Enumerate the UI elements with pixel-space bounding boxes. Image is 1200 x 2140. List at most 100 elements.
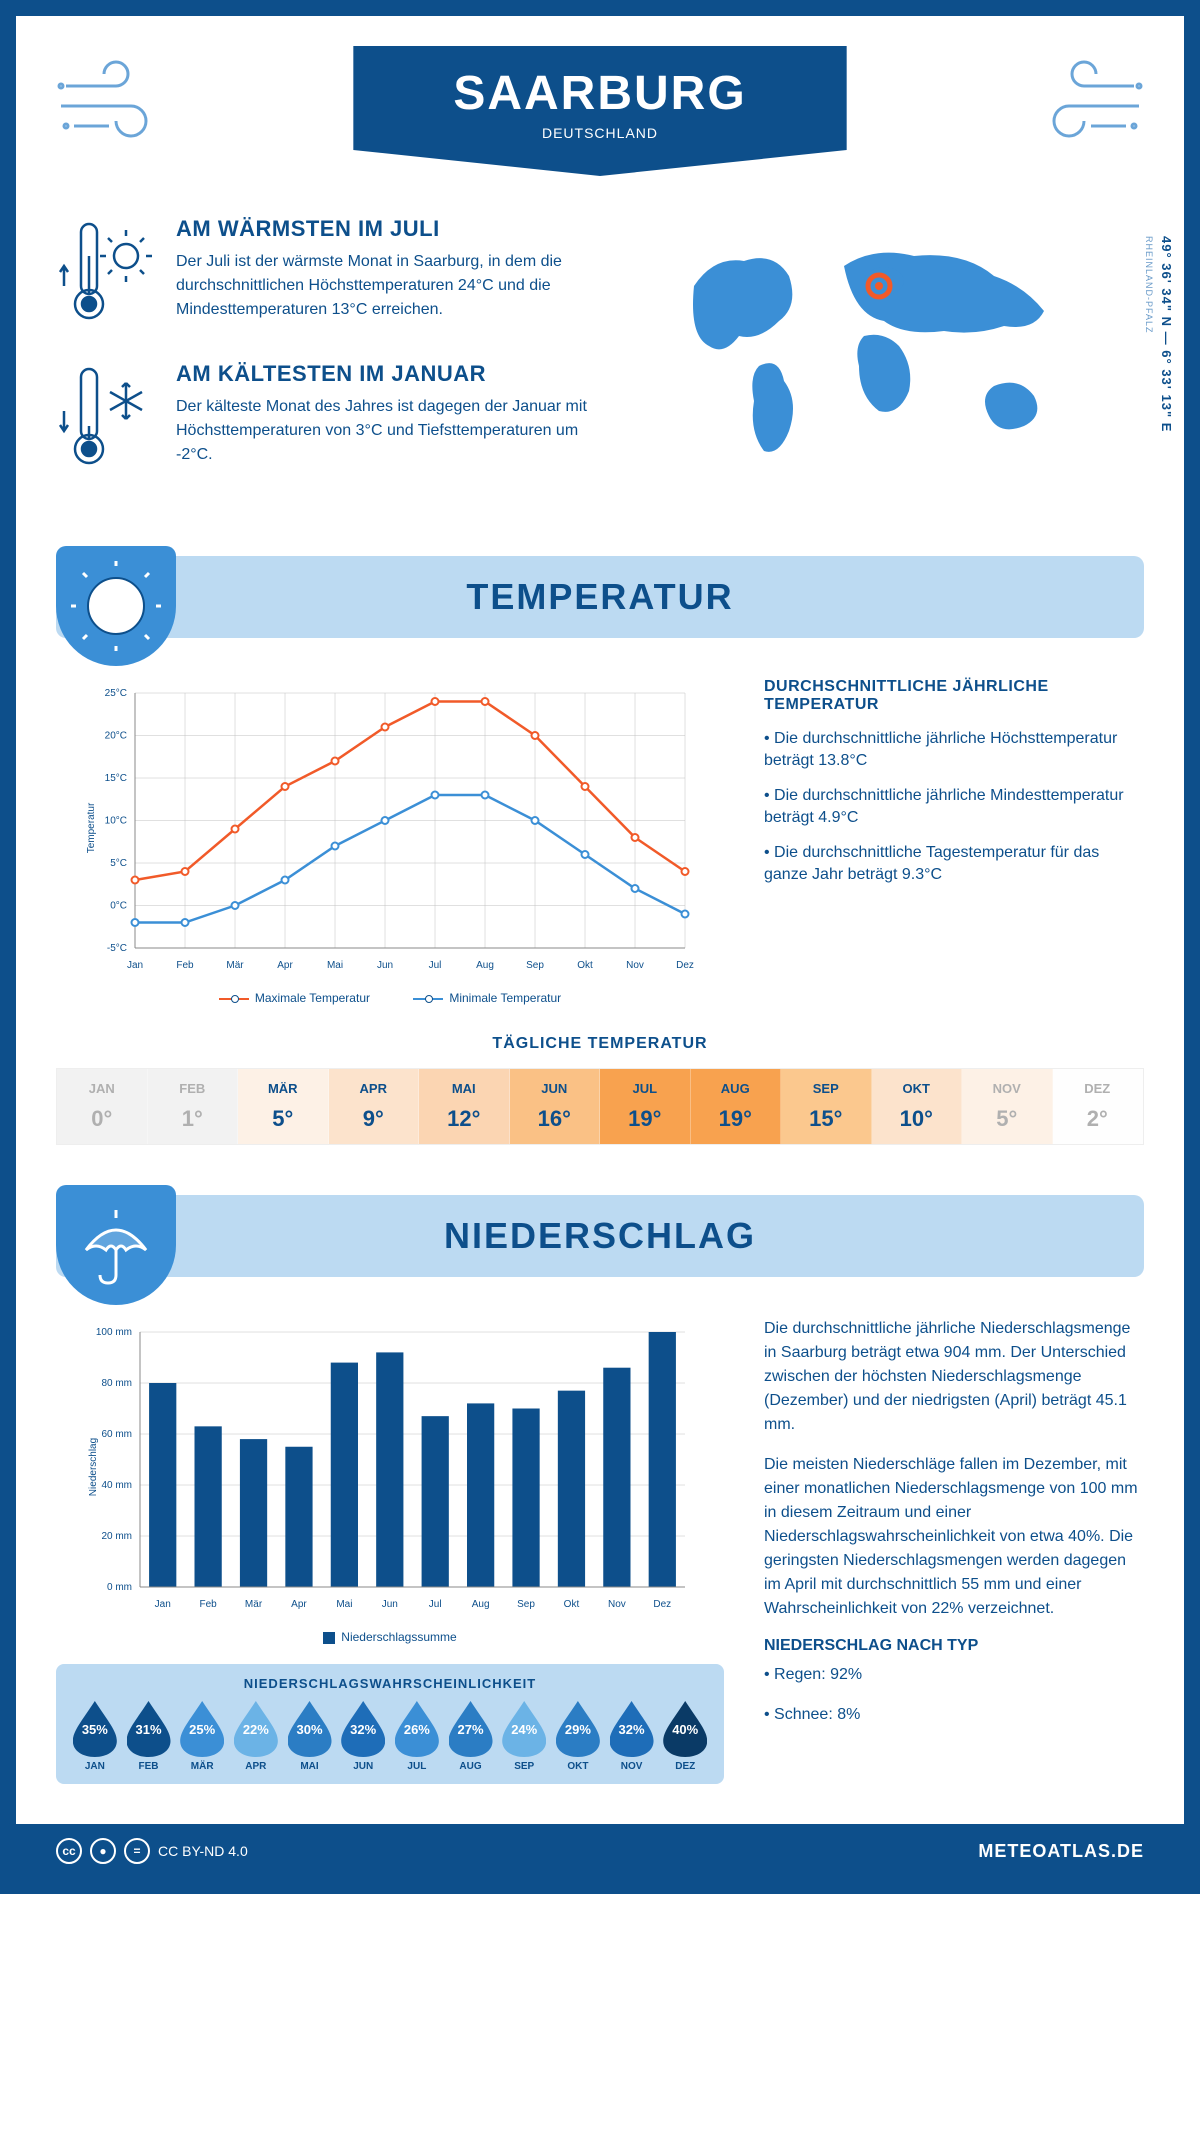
nd-icon: =	[124, 1838, 150, 1864]
temperature-chart: -5°C 0°C 5°C 10°C 15°C 20°C 25°C Jan Feb Mär Apr Ma…	[56, 678, 724, 1005]
fact-body: Der kälteste Monat des Jahres ist dagege…	[176, 395, 614, 467]
daily-cell: DEZ2°	[1053, 1069, 1144, 1144]
wind-icon	[56, 56, 176, 151]
svg-text:-5°C: -5°C	[107, 943, 127, 954]
world-map: RHEINLAND-PFALZ 49° 36' 34" N — 6° 33' 1…	[664, 216, 1144, 506]
precip-text: Die meisten Niederschläge fallen im Deze…	[764, 1453, 1144, 1621]
svg-text:80 mm: 80 mm	[101, 1378, 132, 1389]
prob-cell: 32%JUN	[336, 1701, 390, 1772]
daily-title: TÄGLICHE TEMPERATUR	[56, 1035, 1144, 1053]
svg-text:15°C: 15°C	[105, 773, 127, 784]
prob-cell: 22%APR	[229, 1701, 283, 1772]
daily-cell: OKT10°	[872, 1069, 963, 1144]
info-bullet: • Die durchschnittliche Tagestemperatur …	[764, 842, 1144, 887]
region-label: RHEINLAND-PFALZ	[1144, 236, 1154, 334]
country-name: DEUTSCHLAND	[453, 125, 746, 141]
svg-text:Apr: Apr	[291, 1599, 307, 1610]
probability-row: 35%JAN31%FEB25%MÄR22%APR30%MAI32%JUN26%J…	[68, 1701, 712, 1772]
precipitation-info: Die durchschnittliche jährliche Niedersc…	[764, 1317, 1144, 1784]
prob-cell: 27%AUG	[444, 1701, 498, 1772]
prob-cell: 40%DEZ	[658, 1701, 712, 1772]
banner-title: NIEDERSCHLAG	[56, 1215, 1144, 1257]
prob-cell: 25%MÄR	[175, 1701, 229, 1772]
title-ribbon: SAARBURG DEUTSCHLAND	[353, 46, 846, 176]
chart-legend: Niederschlagssumme	[56, 1630, 724, 1644]
svg-text:5°C: 5°C	[110, 858, 127, 869]
prob-cell: 29%OKT	[551, 1701, 605, 1772]
precipitation-chart: 0 mm20 mm40 mm60 mm80 mm100 mmJanFebMärA…	[56, 1317, 724, 1617]
svg-text:Dez: Dez	[676, 960, 694, 971]
daily-cell: JUN16°	[510, 1069, 601, 1144]
svg-text:Okt: Okt	[577, 960, 593, 971]
info-title: DURCHSCHNITTLICHE JÄHRLICHE TEMPERATUR	[764, 678, 1144, 714]
daily-cell: JAN0°	[57, 1069, 148, 1144]
thermometer-cold-icon	[56, 361, 156, 476]
svg-text:Feb: Feb	[200, 1599, 218, 1610]
precipitation-row: 0 mm20 mm40 mm60 mm80 mm100 mmJanFebMärA…	[56, 1317, 1144, 1784]
banner-title: TEMPERATUR	[56, 576, 1144, 618]
daily-cell: NOV5°	[962, 1069, 1053, 1144]
fact-body: Der Juli ist der wärmste Monat in Saarbu…	[176, 250, 614, 322]
page-frame: SAARBURG DEUTSCHLAND AM WÄRMSTEN IM JULI…	[0, 0, 1200, 1894]
legend-max: Maximale Temperatur	[219, 991, 370, 1005]
svg-text:Aug: Aug	[472, 1599, 490, 1610]
prob-cell: 30%MAI	[283, 1701, 337, 1772]
svg-text:Jun: Jun	[382, 1599, 398, 1610]
thermometer-hot-icon	[56, 216, 156, 331]
svg-text:Sep: Sep	[517, 1599, 535, 1610]
fact-text: AM KÄLTESTEN IM JANUAR Der kälteste Mona…	[176, 361, 614, 476]
svg-text:40 mm: 40 mm	[101, 1480, 132, 1491]
svg-text:0°C: 0°C	[110, 901, 127, 912]
intro-row: AM WÄRMSTEN IM JULI Der Juli ist der wär…	[56, 216, 1144, 506]
svg-text:Feb: Feb	[176, 960, 194, 971]
svg-text:60 mm: 60 mm	[101, 1429, 132, 1440]
probability-title: NIEDERSCHLAGSWAHRSCHEINLICHKEIT	[68, 1676, 712, 1691]
svg-text:Okt: Okt	[564, 1599, 580, 1610]
svg-text:20 mm: 20 mm	[101, 1531, 132, 1542]
cc-icon: cc	[56, 1838, 82, 1864]
svg-text:25°C: 25°C	[105, 688, 127, 699]
precipitation-left: 0 mm20 mm40 mm60 mm80 mm100 mmJanFebMärA…	[56, 1317, 724, 1784]
daily-temperature-table: JAN0°FEB1°MÄR5°APR9°MAI12°JUN16°JUL19°AU…	[56, 1068, 1144, 1145]
probability-box: NIEDERSCHLAGSWAHRSCHEINLICHKEIT 35%JAN31…	[56, 1664, 724, 1784]
coords-label: 49° 36' 34" N — 6° 33' 13" E	[1159, 236, 1174, 432]
svg-text:Jul: Jul	[429, 960, 442, 971]
svg-text:Mär: Mär	[226, 960, 244, 971]
svg-text:Aug: Aug	[476, 960, 494, 971]
prob-cell: 24%SEP	[497, 1701, 551, 1772]
precipitation-banner: NIEDERSCHLAG	[56, 1195, 1144, 1277]
footer: cc ● = CC BY-ND 4.0 METEOATLAS.DE	[16, 1824, 1184, 1878]
prob-cell: 31%FEB	[122, 1701, 176, 1772]
svg-text:Nov: Nov	[626, 960, 644, 971]
svg-text:100 mm: 100 mm	[96, 1327, 132, 1338]
daily-cell: SEP15°	[781, 1069, 872, 1144]
svg-text:Dez: Dez	[653, 1599, 671, 1610]
daily-cell: MAI12°	[419, 1069, 510, 1144]
temperature-banner: TEMPERATUR	[56, 556, 1144, 638]
license: cc ● = CC BY-ND 4.0	[56, 1838, 248, 1864]
svg-text:Niederschlag: Niederschlag	[88, 1438, 99, 1496]
legend-precip: Niederschlagssumme	[323, 1630, 456, 1644]
daily-cell: JUL19°	[600, 1069, 691, 1144]
sun-icon	[56, 546, 176, 666]
svg-text:Apr: Apr	[277, 960, 293, 971]
precip-type-item: • Regen: 92%	[764, 1663, 1144, 1687]
header: SAARBURG DEUTSCHLAND	[56, 46, 1144, 176]
daily-cell: APR9°	[329, 1069, 420, 1144]
wind-icon	[1024, 56, 1144, 151]
svg-text:Jan: Jan	[155, 1599, 171, 1610]
fact-title: AM WÄRMSTEN IM JULI	[176, 216, 614, 242]
content-area: SAARBURG DEUTSCHLAND AM WÄRMSTEN IM JULI…	[16, 16, 1184, 1784]
svg-text:Sep: Sep	[526, 960, 544, 971]
svg-text:Nov: Nov	[608, 1599, 626, 1610]
svg-text:Mai: Mai	[327, 960, 343, 971]
facts-column: AM WÄRMSTEN IM JULI Der Juli ist der wär…	[56, 216, 614, 506]
daily-cell: FEB1°	[148, 1069, 239, 1144]
svg-text:Mär: Mär	[245, 1599, 263, 1610]
svg-text:Jan: Jan	[127, 960, 143, 971]
svg-text:10°C: 10°C	[105, 816, 127, 827]
svg-text:20°C: 20°C	[105, 731, 127, 742]
daily-cell: MÄR5°	[238, 1069, 329, 1144]
fact-text: AM WÄRMSTEN IM JULI Der Juli ist der wär…	[176, 216, 614, 331]
svg-text:Jul: Jul	[429, 1599, 442, 1610]
